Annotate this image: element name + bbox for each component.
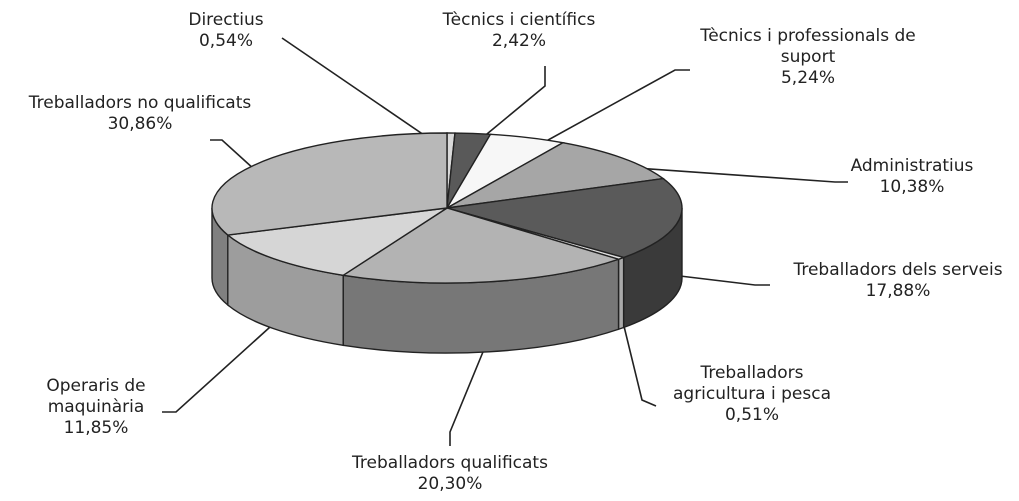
value-label: 10,38% bbox=[879, 177, 945, 197]
slice-label: Directius 0,54% bbox=[166, 10, 286, 52]
value-label: 0,54% bbox=[198, 31, 253, 51]
slice-label: Treballadors no qualificats 30,86% bbox=[0, 93, 280, 135]
category-label: Treballadors qualificats bbox=[352, 453, 548, 473]
value-label: 30,86% bbox=[107, 114, 173, 134]
leader-line bbox=[162, 317, 281, 413]
value-label: 0,51% bbox=[724, 405, 779, 425]
value-label: 2,42% bbox=[491, 31, 546, 51]
leader-line bbox=[449, 329, 493, 446]
pie-slice bbox=[446, 142, 665, 209]
value-label: 17,88% bbox=[865, 281, 931, 301]
leader-line bbox=[281, 37, 444, 149]
leader-line bbox=[469, 66, 546, 149]
pie-slice bbox=[226, 207, 448, 277]
pie-slice bbox=[446, 177, 683, 259]
category-label: Tècnics i professionals de suport bbox=[700, 26, 916, 67]
value-label: 20,30% bbox=[417, 474, 483, 494]
slice-label: Treballadors agricultura i pesca 0,51% bbox=[652, 363, 852, 426]
leader-line bbox=[564, 162, 848, 183]
pie-slice bbox=[341, 207, 621, 284]
category-label: Tècnics i científics bbox=[442, 10, 596, 30]
slice-label: Tècnics i científics 2,42% bbox=[419, 10, 619, 52]
category-label: Treballadors no qualificats bbox=[28, 93, 252, 113]
value-label: 5,24% bbox=[780, 68, 835, 88]
category-label: Treballadors dels serveis bbox=[793, 260, 1003, 280]
slice-label: Operaris de maquinària 11,85% bbox=[21, 376, 171, 439]
leader-line bbox=[621, 317, 657, 407]
pie-slice-side bbox=[617, 256, 625, 331]
slice-label: Treballadors qualificats 20,30% bbox=[320, 453, 580, 495]
slice-label: Treballadors dels serveis 17,88% bbox=[768, 260, 1019, 302]
category-label: Operaris de maquinària bbox=[46, 376, 146, 417]
category-label: Treballadors agricultura i pesca bbox=[672, 363, 831, 404]
slice-label: Tècnics i professionals de suport 5,24% bbox=[678, 26, 938, 89]
leader-line bbox=[529, 69, 690, 151]
leader-line bbox=[210, 139, 256, 171]
category-label: Administratius bbox=[850, 156, 974, 176]
slice-label: Administratius 10,38% bbox=[832, 156, 992, 198]
value-label: 11,85% bbox=[63, 418, 129, 438]
pie-slice bbox=[211, 132, 448, 236]
leader-line bbox=[679, 275, 770, 286]
category-label: Directius bbox=[188, 10, 264, 30]
